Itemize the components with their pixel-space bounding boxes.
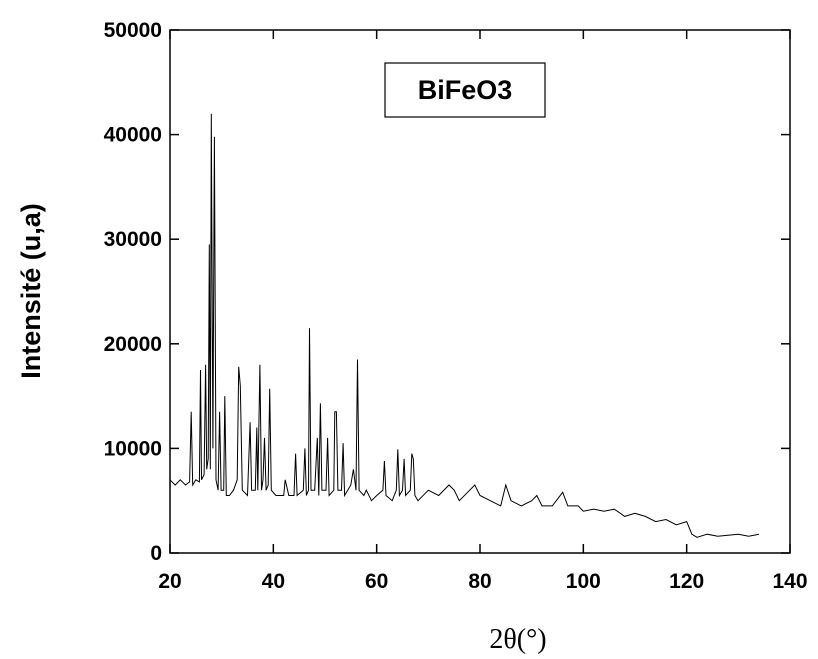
x-tick-label: 40 <box>262 570 285 593</box>
x-tick-label: 140 <box>772 570 807 593</box>
data-line <box>169 113 760 538</box>
y-tick-label: 0 <box>150 542 162 565</box>
y-tick-label: 50000 <box>104 19 162 42</box>
legend-box <box>384 62 546 118</box>
x-tick-label: 20 <box>158 570 181 593</box>
x-tick-label: 80 <box>468 570 491 593</box>
y-tick-label: 40000 <box>104 124 162 147</box>
x-axis-label: 2θ(°) <box>489 624 546 655</box>
x-tick-label: 60 <box>365 570 388 593</box>
y-tick-label: 10000 <box>104 437 162 460</box>
y-tick-label: 30000 <box>104 228 162 251</box>
x-tick-label: 120 <box>669 570 704 593</box>
y-axis-label: Intensité (u,a) <box>16 203 46 379</box>
y-tick-label: 20000 <box>104 333 162 356</box>
legend-label: BiFeO3 <box>418 75 513 105</box>
x-tick-label: 100 <box>566 570 601 593</box>
